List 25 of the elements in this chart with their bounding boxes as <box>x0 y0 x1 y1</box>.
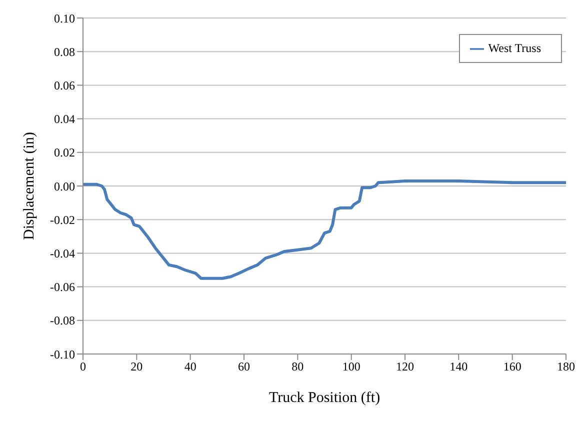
x-tick-label: 160 <box>503 360 522 374</box>
line-series <box>83 179 566 280</box>
y-tick-label: 0.06 <box>54 78 75 92</box>
legend-label: West Truss <box>488 41 541 55</box>
y-tick-label: 0.10 <box>54 11 75 26</box>
x-tick-label: 100 <box>342 360 360 374</box>
y-tick-label: -0.08 <box>50 314 75 328</box>
y-tick-label: 0.00 <box>54 179 75 194</box>
x-tick-label: 60 <box>238 360 250 374</box>
x-tick-label: 80 <box>292 360 304 374</box>
y-tick-label: -0.04 <box>50 246 75 260</box>
x-tick-label: 180 <box>557 360 575 374</box>
x-tick-label: 140 <box>450 360 468 374</box>
x-tick-label: 40 <box>184 360 196 374</box>
y-tick-label: 0.04 <box>54 112 75 126</box>
y-tick-label: 0.08 <box>54 44 75 59</box>
x-tick-label: 120 <box>396 360 414 374</box>
y-tick-label: -0.02 <box>50 212 75 227</box>
x-axis-title: Truck Position (ft) <box>268 390 380 406</box>
x-tick-label: 20 <box>130 360 143 374</box>
x-tick-label: 0 <box>80 360 86 374</box>
y-tick-label: 0.02 <box>54 146 75 160</box>
y-tick-label: -0.10 <box>50 347 75 362</box>
y-axis-title: Displacement (in) <box>21 132 38 240</box>
y-tick-label: -0.06 <box>50 280 75 294</box>
